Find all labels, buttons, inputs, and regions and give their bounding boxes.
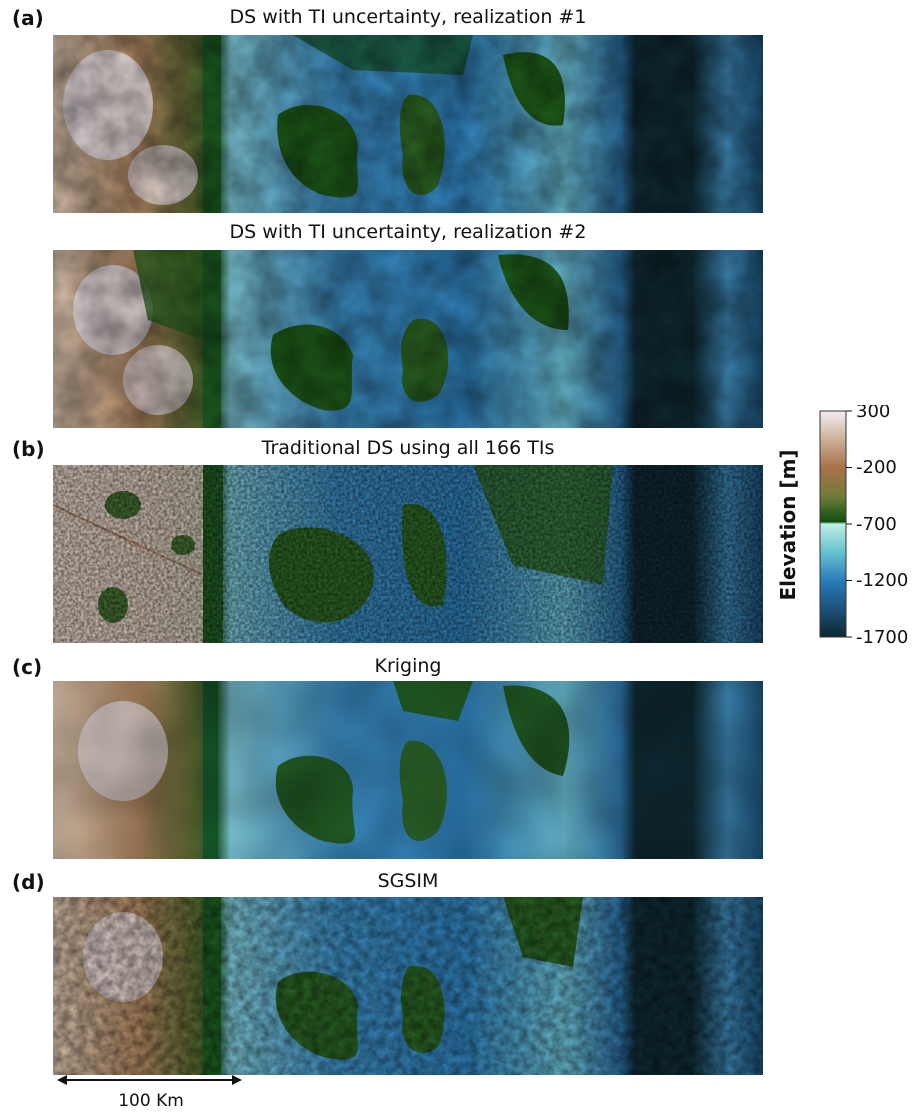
panel-label-a: (a): [12, 6, 44, 30]
colorbar-tick-minus-200: -200: [856, 457, 897, 478]
panel-title-4: Kriging: [374, 655, 442, 677]
map-panel-4: [53, 681, 763, 859]
map-panel-2: [53, 250, 763, 428]
scale-bar-label: 100 Km: [118, 1091, 184, 1110]
colorbar-gradient: [819, 410, 847, 638]
colorbar-tick-minus-1200: -1200: [856, 570, 908, 591]
panel-title-2: DS with TI uncertainty, realization #2: [229, 221, 587, 243]
map-panel-3: [53, 465, 763, 643]
colorbar: 300 -200 -700 -1200 -1700: [819, 405, 908, 645]
colorbar-tick-minus-1700: -1700: [856, 627, 908, 645]
map-panel-5: [53, 897, 763, 1075]
panel-title-1: DS with TI uncertainty, realization #1: [229, 6, 587, 28]
panel-label-b: (b): [12, 437, 45, 461]
panel-label-d: (d): [12, 870, 45, 894]
panel-title-3: Traditional DS using all 166 TIs: [261, 437, 555, 459]
colorbar-label: Elevation [m]: [776, 449, 800, 601]
map-panel-1: [53, 35, 763, 213]
scale-bar: 100 Km: [57, 1075, 242, 1110]
colorbar-tick-300: 300: [856, 405, 890, 422]
panel-label-c: (c): [12, 655, 43, 679]
colorbar-tick-minus-700: -700: [856, 514, 897, 535]
colorbar-ticks: [846, 410, 852, 638]
panel-title-5: SGSIM: [377, 870, 439, 892]
